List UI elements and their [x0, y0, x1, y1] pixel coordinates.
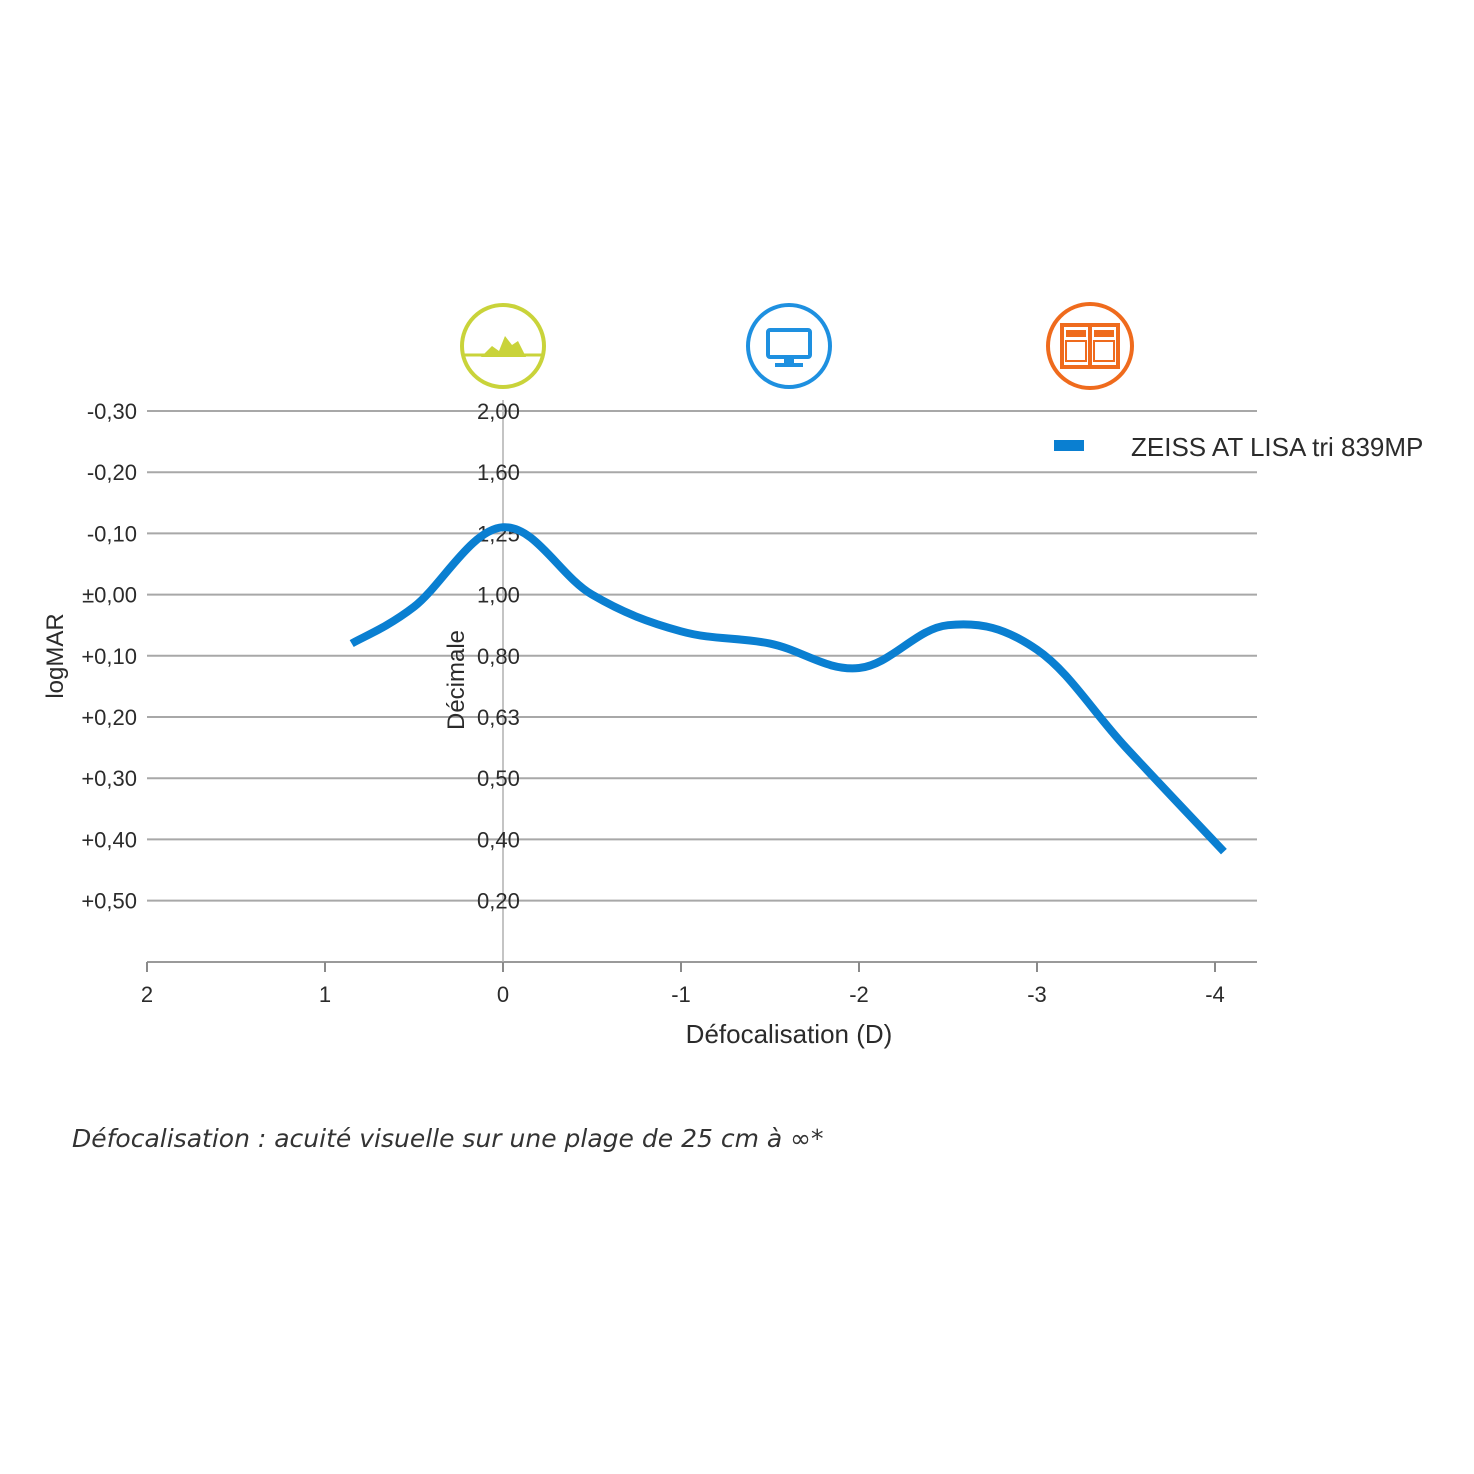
- y-tick-label-decimal: 2,00: [477, 399, 520, 424]
- y-tick-label-logmar: ±0,00: [82, 583, 137, 608]
- y-tick-label-decimal: 1,60: [477, 460, 520, 485]
- legend-label: ZEISS AT LISA tri 839MP: [1131, 432, 1423, 462]
- x-axis-title: Défocalisation (D): [686, 1019, 893, 1049]
- y-tick-label-decimal: 0,20: [477, 889, 520, 914]
- x-tick-label: -4: [1205, 982, 1225, 1007]
- y-tick-label-logmar: +0,50: [81, 889, 137, 914]
- series-layer: [349, 523, 1227, 855]
- x-tick-labels: 2 1 0 -1 -2 -3 -4: [141, 962, 1225, 1007]
- y-tick-label-logmar: +0,30: [81, 766, 137, 791]
- landscape-icon: [460, 303, 546, 389]
- y-tick-label-logmar: +0,20: [81, 705, 137, 730]
- grid-lines: [147, 410, 1257, 902]
- monitor-icon: [746, 303, 832, 389]
- logmar-tick-labels: -0,30 -0,20 -0,10 ±0,00 +0,10 +0,20 +0,30 +0,40…: [81, 399, 137, 914]
- y-axis-title-logmar: logMAR: [42, 613, 69, 698]
- y-tick-label-logmar: +0,10: [81, 644, 137, 669]
- y-tick-label-decimal: 1,00: [477, 583, 520, 608]
- legend-swatch: [1054, 440, 1084, 451]
- y-tick-label-logmar: -0,10: [87, 521, 137, 546]
- y-tick-label-logmar: -0,30: [87, 399, 137, 424]
- y-tick-label-decimal: 0,80: [477, 644, 520, 669]
- y-tick-label-logmar: -0,20: [87, 460, 137, 485]
- x-tick-label: -2: [849, 982, 869, 1007]
- x-tick-label: 2: [141, 982, 153, 1007]
- y-tick-label-decimal: 0,50: [477, 766, 520, 791]
- x-tick-label: 0: [497, 982, 509, 1007]
- y-tick-label-logmar: +0,40: [81, 827, 137, 852]
- series-line: [349, 523, 1227, 855]
- x-tick-label: -1: [671, 982, 691, 1007]
- x-tick-label: 1: [319, 982, 331, 1007]
- y-tick-label-decimal: 0,63: [477, 705, 520, 730]
- x-tick-label: -3: [1027, 982, 1047, 1007]
- chart-caption: Défocalisation : acuité visuelle sur une…: [72, 1124, 824, 1153]
- book-icon: [1046, 302, 1134, 390]
- y-tick-label-decimal: 0,40: [477, 827, 520, 852]
- y-axis-title-decimal: Décimale: [443, 630, 470, 730]
- decimal-tick-labels: 2,001,601,251,000,800,630,500,400,20: [477, 399, 520, 914]
- legend: ZEISS AT LISA tri 839MP: [1054, 432, 1423, 462]
